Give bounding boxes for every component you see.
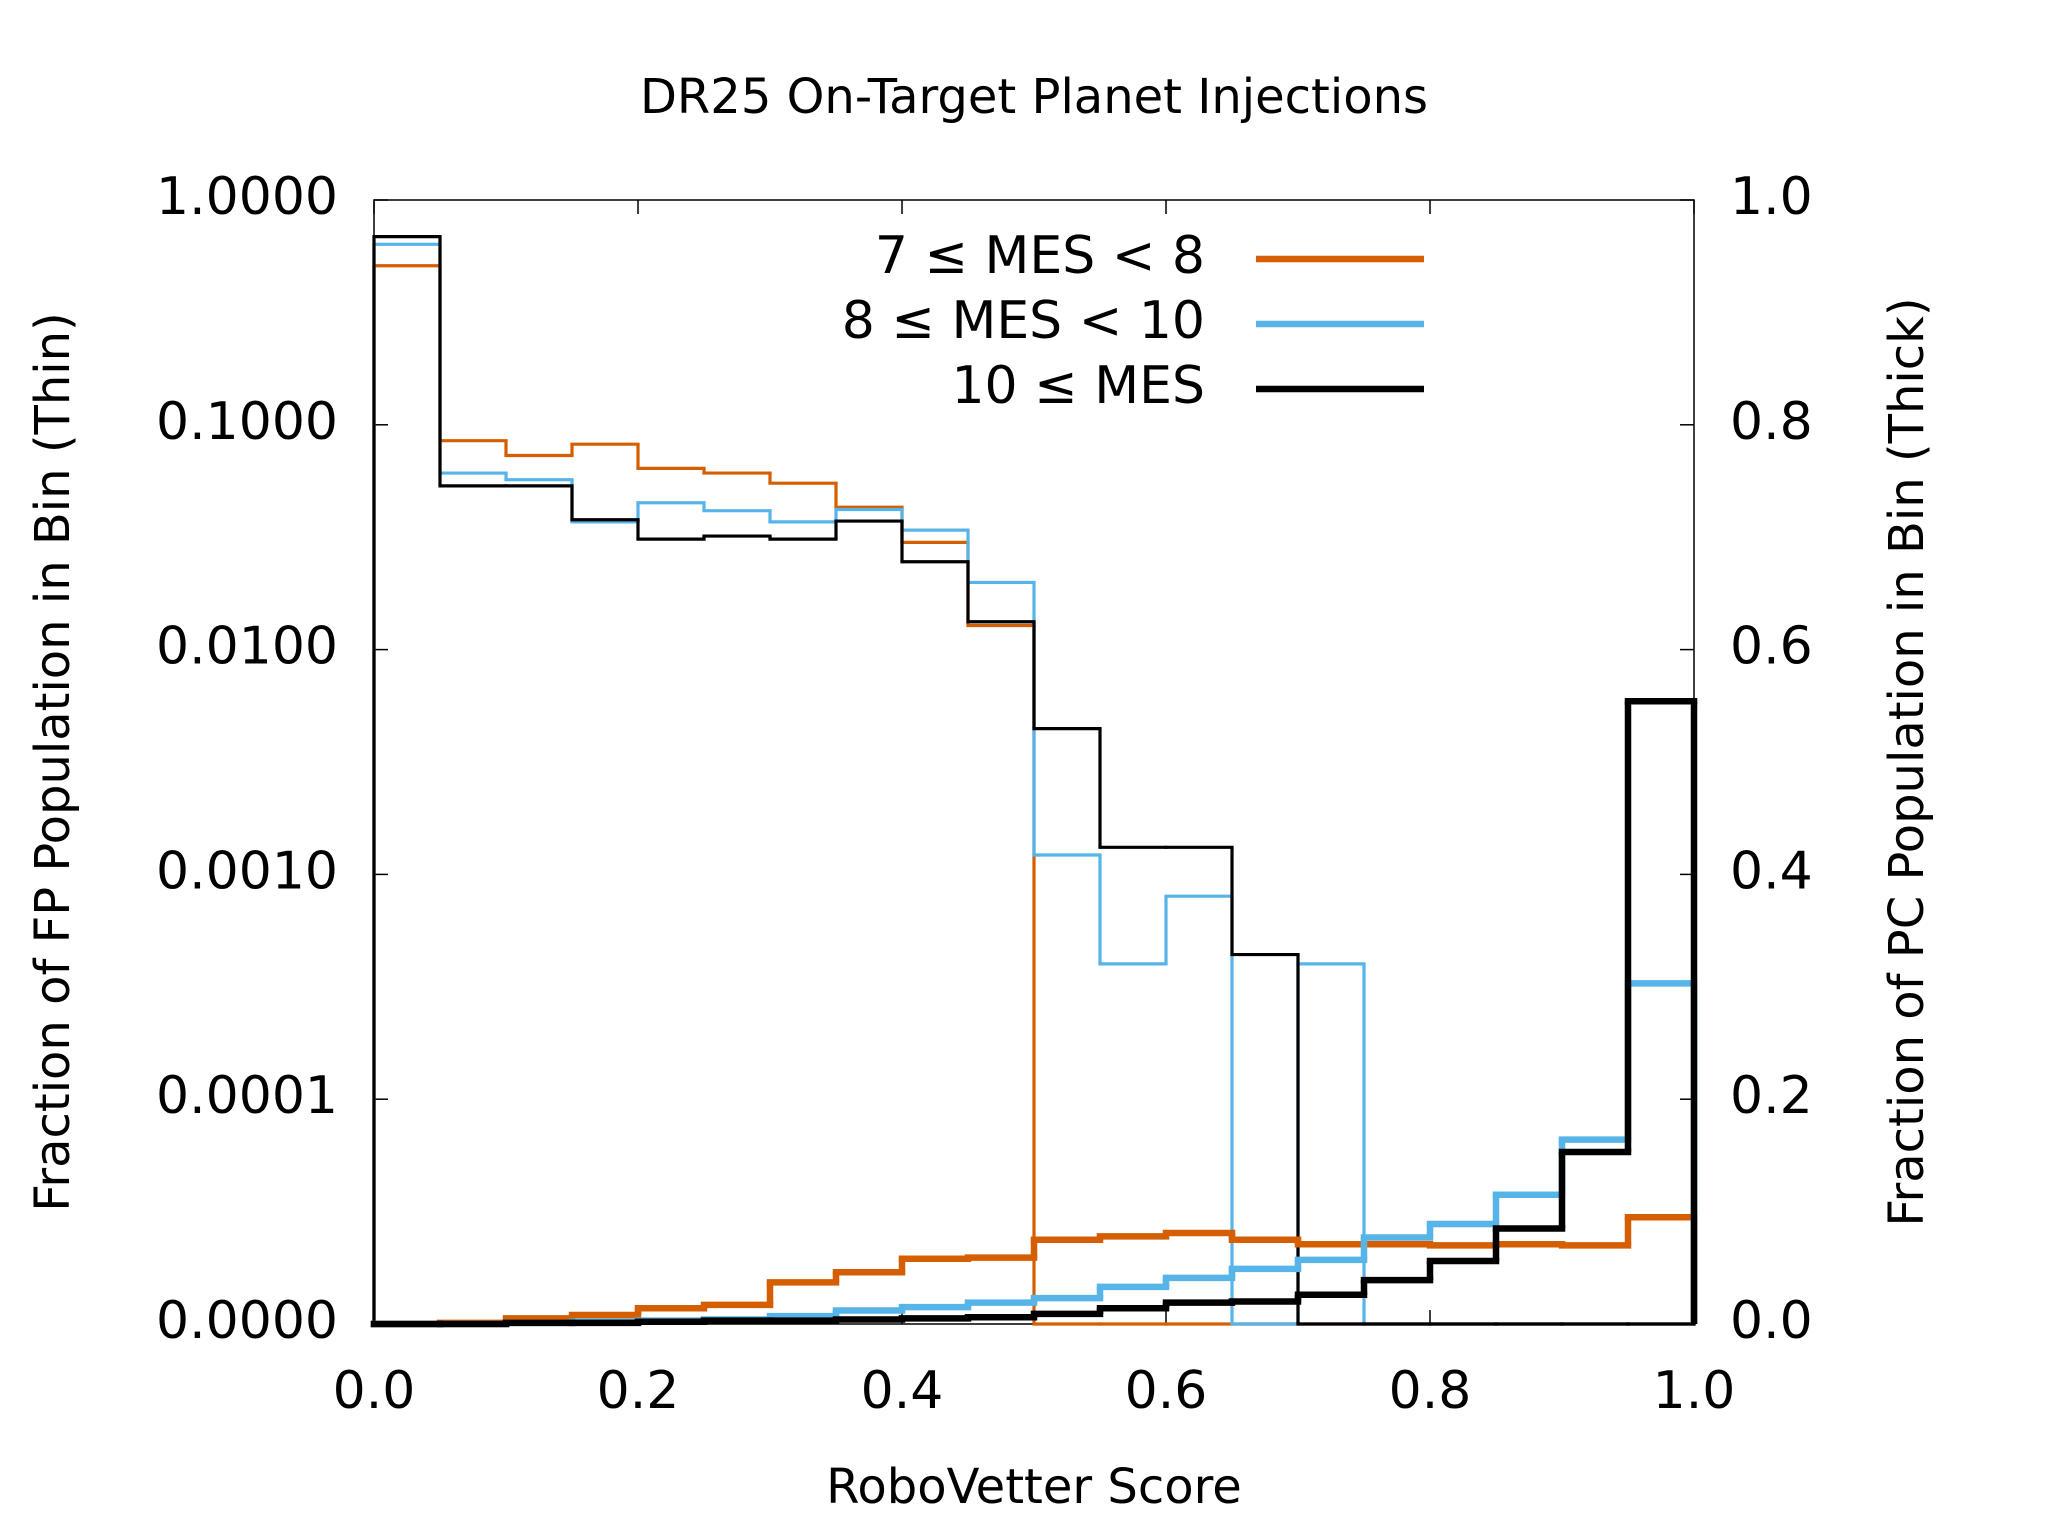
y-tick-label: 0.1000 xyxy=(156,392,338,452)
y-tick-label: 0.0001 xyxy=(156,1066,338,1126)
y-tick-label: 1.0000 xyxy=(156,167,338,227)
y2-axis-label: Fraction of PC Population in Bin (Thick) xyxy=(1879,297,1935,1226)
y-axis-label: Fraction of FP Population in Bin (Thin) xyxy=(25,312,81,1212)
legend-label: 8 ≤ MES < 10 xyxy=(842,291,1205,351)
chart-title: DR25 On-Target Planet Injections xyxy=(640,69,1428,125)
x-tick-label: 0.0 xyxy=(333,1361,416,1421)
y-tick-label: 0.0010 xyxy=(156,841,338,901)
y2-tick-label: 0.4 xyxy=(1730,841,1813,901)
x-tick-label: 0.2 xyxy=(597,1361,680,1421)
y2-tick-label: 0.0 xyxy=(1730,1291,1813,1351)
y2-tick-label: 1.0 xyxy=(1730,167,1813,227)
x-tick-label: 0.4 xyxy=(861,1361,944,1421)
y2-tick-label: 0.2 xyxy=(1730,1066,1813,1126)
x-axis-label: RoboVetter Score xyxy=(826,1459,1242,1515)
x-tick-label: 0.6 xyxy=(1125,1361,1208,1421)
legend-label: 10 ≤ MES xyxy=(951,356,1205,416)
x-tick-label: 1.0 xyxy=(1653,1361,1736,1421)
y2-tick-label: 0.8 xyxy=(1730,392,1813,452)
legend-label: 7 ≤ MES < 8 xyxy=(875,226,1205,286)
y-tick-label: 0.0000 xyxy=(156,1291,338,1351)
y2-tick-label: 0.6 xyxy=(1730,617,1813,677)
y-tick-label: 0.0100 xyxy=(156,617,338,677)
x-tick-label: 0.8 xyxy=(1389,1361,1472,1421)
